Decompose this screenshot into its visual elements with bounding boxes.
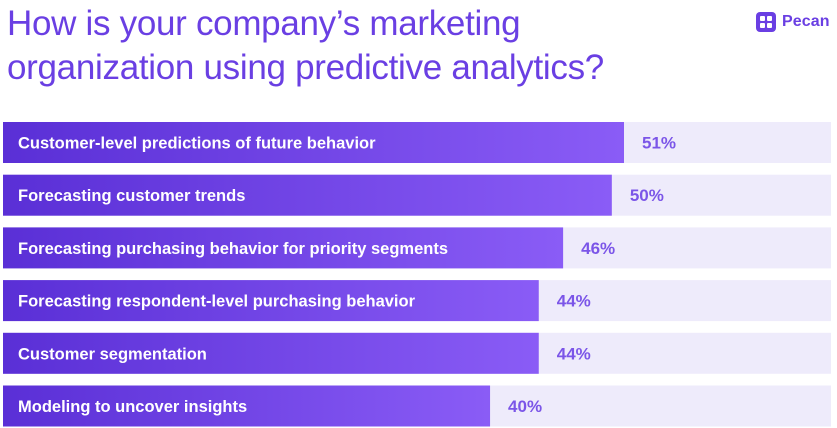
brand-name: Pecan bbox=[782, 13, 830, 30]
bar-row: Forecasting respondent-level purchasing … bbox=[3, 280, 831, 322]
pecan-logo-icon bbox=[756, 12, 776, 32]
bar-value-label: 50% bbox=[630, 186, 664, 205]
bar bbox=[3, 227, 564, 269]
bar-value-label: 46% bbox=[581, 239, 615, 258]
bar-label: Customer segmentation bbox=[18, 345, 207, 363]
bar-label: Forecasting customer trends bbox=[18, 187, 245, 205]
bar-row: Customer-level predictions of future beh… bbox=[3, 122, 831, 163]
bar-label: Customer-level predictions of future beh… bbox=[18, 135, 376, 153]
bar-value-label: 44% bbox=[557, 344, 591, 363]
bar-row: Modeling to uncover insights 40% bbox=[3, 385, 831, 427]
brand: Pecan bbox=[756, 12, 830, 32]
chart-title: How is your company’s marketing organiza… bbox=[7, 4, 604, 87]
bar bbox=[3, 174, 612, 216]
bar bbox=[3, 122, 624, 163]
bar-value-label: 44% bbox=[557, 292, 591, 311]
bar-row: Forecasting purchasing behavior for prio… bbox=[3, 227, 831, 269]
bar-rows: Customer-level predictions of future beh… bbox=[3, 122, 831, 427]
bar-label: Forecasting respondent-level purchasing … bbox=[18, 293, 416, 311]
bar-label: Modeling to uncover insights bbox=[18, 398, 247, 416]
bar bbox=[3, 332, 539, 374]
bar-value-label: 40% bbox=[508, 397, 542, 416]
bar-row: Customer segmentation 44% bbox=[3, 332, 831, 374]
bar bbox=[3, 280, 539, 322]
bar bbox=[3, 385, 491, 427]
bar-label: Forecasting purchasing behavior for prio… bbox=[18, 240, 448, 258]
bar-value-label: 51% bbox=[642, 134, 676, 153]
bar-row: Forecasting customer trends 50% bbox=[3, 174, 831, 216]
